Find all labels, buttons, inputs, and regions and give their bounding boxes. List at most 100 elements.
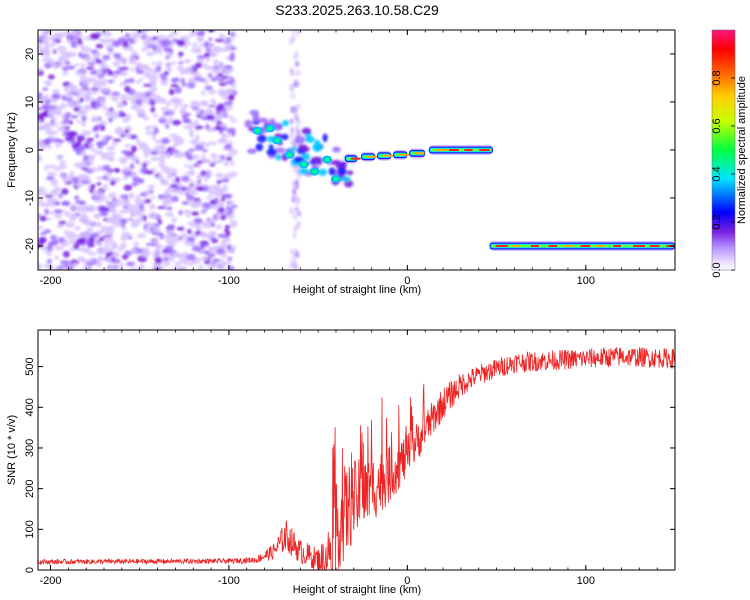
noise-blob	[179, 257, 189, 264]
noise-blob	[145, 125, 152, 130]
noise-blob	[58, 139, 65, 144]
noise-blob	[196, 174, 203, 181]
noise-blob	[190, 30, 195, 35]
noise-blob	[177, 51, 184, 57]
noise-blob	[134, 62, 143, 67]
noise-blob	[125, 261, 136, 267]
noise-blob	[112, 267, 119, 270]
noise-blob	[38, 141, 44, 148]
noise-blob	[179, 267, 185, 270]
noise-blob	[142, 162, 147, 168]
noise-blob	[130, 145, 137, 153]
noise-blob	[219, 207, 225, 213]
noise-blob	[216, 188, 224, 196]
noise-blob	[205, 56, 211, 62]
noise-blob	[128, 217, 133, 222]
noise-blob	[153, 95, 163, 102]
noise-blob	[71, 139, 76, 145]
noise-blob	[80, 174, 90, 181]
noise-blob	[205, 196, 213, 200]
noise-blob	[293, 224, 298, 232]
onset-blob	[282, 119, 290, 127]
noise-blob	[289, 118, 294, 125]
noise-blob	[162, 200, 167, 208]
noise-blob	[46, 251, 52, 257]
noise-blob	[137, 209, 143, 215]
noise-blob	[143, 198, 152, 204]
noise-blob	[95, 261, 102, 267]
noise-blob	[164, 211, 175, 217]
noise-blob	[77, 38, 83, 45]
noise-blob	[73, 177, 78, 185]
noise-blob	[73, 106, 80, 112]
snr-frame	[37, 329, 676, 571]
noise-blob	[62, 177, 71, 183]
snr-xtick-label: -200	[39, 575, 61, 587]
noise-blob	[94, 190, 104, 197]
noise-blob	[85, 205, 95, 210]
onset-blob	[288, 147, 298, 152]
noise-blob	[68, 214, 78, 221]
noise-blob	[206, 220, 213, 224]
tone-seg-1-core	[366, 155, 379, 158]
noise-blob	[87, 178, 92, 183]
colorbar-tick-label: 0.2	[711, 214, 723, 229]
noise-blob	[145, 130, 155, 135]
noise-blob	[188, 199, 195, 205]
noise-blob	[77, 256, 84, 261]
spectrogram-ytick-label: -10	[24, 190, 36, 206]
noise-blob	[226, 76, 232, 82]
noise-blob	[94, 150, 104, 155]
noise-blob	[291, 92, 296, 100]
noise-blob	[168, 113, 174, 118]
noise-blob	[49, 98, 58, 104]
noise-blob	[120, 242, 127, 249]
noise-blob	[229, 219, 238, 225]
noise-blob	[154, 45, 163, 53]
colorbar: 0.0 0.2 0.4 0.6 0.8 Normalized spectral ampl…	[711, 29, 748, 278]
noise-blob	[109, 207, 116, 213]
noise-blob	[97, 142, 104, 149]
noise-blob	[192, 42, 198, 47]
onset-blob	[337, 167, 347, 176]
noise-blob	[59, 160, 67, 164]
noise-blob	[183, 164, 190, 168]
spectrogram-xtick-label: 100	[577, 275, 595, 287]
noise-blob	[96, 182, 102, 186]
colorbar-axes: 0.0 0.2 0.4 0.6 0.8	[711, 70, 735, 278]
noise-blob	[118, 262, 124, 270]
snr-background	[38, 330, 675, 570]
onset-spot-core	[254, 128, 260, 133]
noise-blob	[39, 36, 50, 42]
noise-blob	[227, 127, 236, 134]
noise-blob	[128, 192, 135, 200]
noise-blob	[75, 200, 83, 204]
noise-blob	[201, 209, 207, 214]
noise-blob	[218, 265, 226, 269]
noise-blob	[83, 259, 94, 263]
spectrogram-ytick-label: 0	[24, 147, 36, 153]
noise-blob	[189, 133, 195, 138]
noise-blob	[107, 71, 114, 76]
noise-blob	[198, 187, 204, 191]
noise-blob	[106, 203, 114, 209]
noise-blob	[165, 34, 174, 39]
noise-blob	[89, 236, 94, 244]
noise-blob	[181, 175, 190, 183]
noise-blob	[201, 207, 207, 211]
noise-blob	[50, 119, 55, 124]
noise-blob	[87, 242, 95, 248]
noise-blob	[175, 151, 184, 158]
noise-blob	[54, 245, 64, 251]
noise-blob	[228, 265, 235, 270]
noise-blob	[190, 211, 200, 216]
noise-blob	[146, 51, 155, 57]
noise-blob	[165, 170, 171, 175]
snr-ytick-label: 400	[24, 398, 36, 416]
snr-ytick-label: 200	[24, 479, 36, 497]
noise-blob	[62, 250, 70, 258]
noise-blob	[83, 232, 91, 240]
noise-blob	[81, 46, 92, 53]
noise-blob	[130, 172, 138, 177]
noise-blob	[47, 244, 52, 252]
